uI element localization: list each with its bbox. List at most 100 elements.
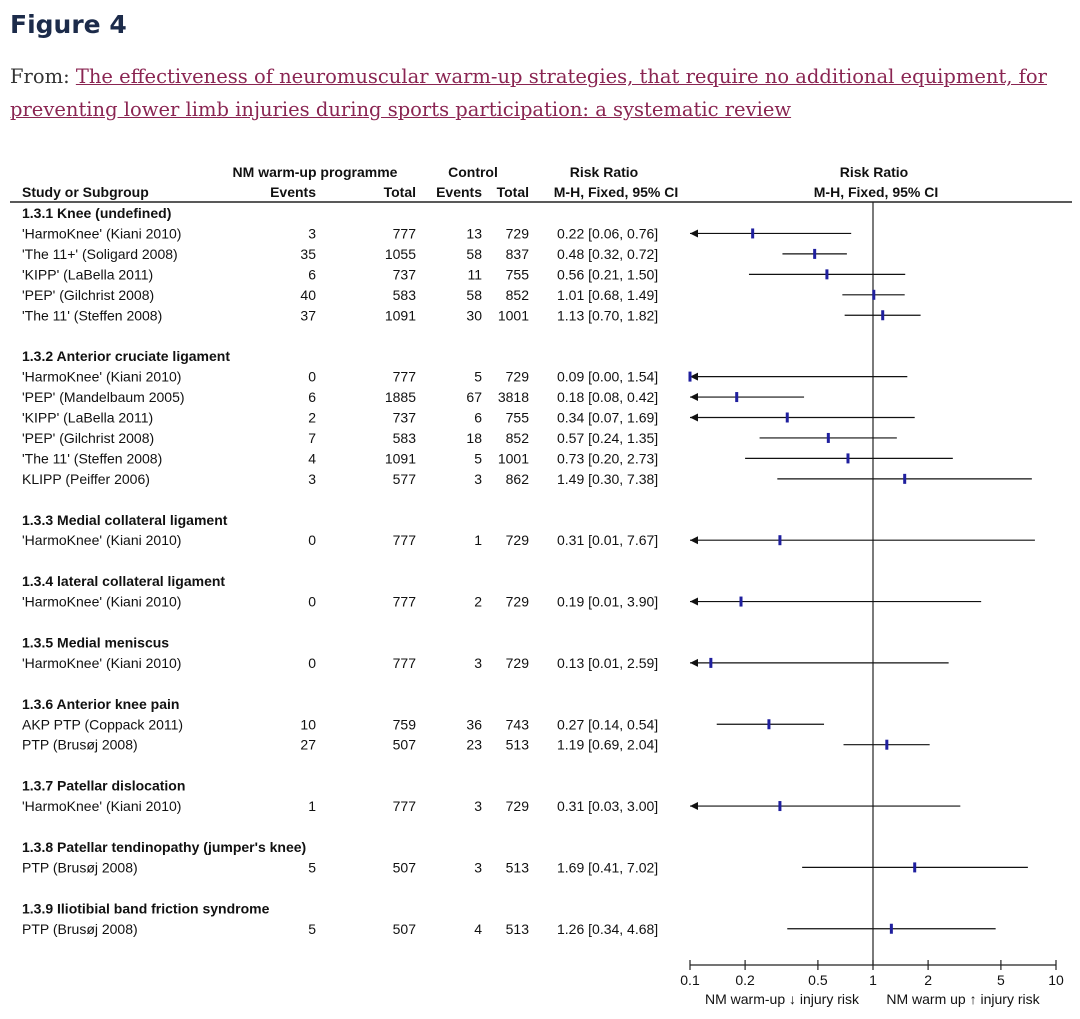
control-events: 23 <box>466 737 482 753</box>
point-estimate <box>688 371 692 382</box>
header-rr: Risk Ratio <box>570 164 638 180</box>
study-name: PTP (Brusøj 2008) <box>22 921 138 937</box>
nm-events: 10 <box>300 716 316 732</box>
article-link[interactable]: The effectiveness of neuromuscular warm-… <box>10 65 1047 121</box>
point-estimate <box>903 473 907 484</box>
nm-events: 40 <box>300 287 316 303</box>
ci-arrow-icon <box>690 597 698 606</box>
x-tick-label: 10 <box>1048 972 1064 988</box>
control-total: 513 <box>506 737 530 753</box>
study-name: 'KIPP' (LaBella 2011) <box>22 410 153 426</box>
nm-total: 1091 <box>385 450 416 466</box>
nm-total: 1091 <box>385 307 416 323</box>
control-events: 67 <box>466 389 482 405</box>
nm-total: 737 <box>393 410 417 426</box>
nm-total: 777 <box>393 594 417 610</box>
point-estimate <box>889 923 893 934</box>
point-estimate <box>735 392 739 403</box>
nm-events: 6 <box>308 266 316 282</box>
control-total: 1001 <box>498 450 529 466</box>
nm-events: 7 <box>308 430 316 446</box>
nm-total: 583 <box>393 430 417 446</box>
control-total: 837 <box>506 246 530 262</box>
subgroup-heading: 1.3.4 lateral collateral ligament <box>22 573 225 589</box>
ci-arrow-icon <box>690 413 698 422</box>
point-estimate <box>913 862 917 873</box>
control-total: 852 <box>506 287 530 303</box>
risk-ratio-text: 0.19 [0.01, 3.90] <box>557 594 658 610</box>
control-total: 729 <box>506 369 530 385</box>
header-events-1: Events <box>270 184 316 200</box>
risk-ratio-text: 1.13 [0.70, 1.82] <box>557 307 658 323</box>
x-label-right: NM warm up ↑ injury risk <box>886 991 1040 1007</box>
x-tick-label: 5 <box>997 972 1005 988</box>
x-tick-label: 0.5 <box>808 972 828 988</box>
nm-total: 583 <box>393 287 417 303</box>
subgroup-heading: 1.3.5 Medial meniscus <box>22 634 169 650</box>
control-total: 513 <box>506 921 530 937</box>
control-events: 2 <box>474 594 482 610</box>
nm-total: 737 <box>393 266 417 282</box>
control-events: 4 <box>474 921 482 937</box>
study-name: 'PEP' (Gilchrist 2008) <box>22 287 154 303</box>
header-rr-method: M-H, Fixed, 95% CI <box>554 184 678 200</box>
control-total: 1001 <box>498 307 529 323</box>
nm-events: 1 <box>308 798 316 814</box>
study-name: 'PEP' (Mandelbaum 2005) <box>22 389 185 405</box>
header-events-2: Events <box>436 184 482 200</box>
control-total: 852 <box>506 430 530 446</box>
nm-total: 507 <box>393 921 417 937</box>
point-estimate <box>785 412 789 423</box>
nm-events: 5 <box>308 859 316 875</box>
study-name: 'The 11' (Steffen 2008) <box>22 450 162 466</box>
study-name: PTP (Brusøj 2008) <box>22 859 138 875</box>
control-total: 729 <box>506 225 530 241</box>
risk-ratio-text: 0.31 [0.03, 3.00] <box>557 798 658 814</box>
ci-arrow-icon <box>690 393 698 402</box>
control-total: 729 <box>506 594 530 610</box>
nm-events: 4 <box>308 450 316 466</box>
control-events: 11 <box>467 266 482 282</box>
nm-total: 507 <box>393 859 417 875</box>
risk-ratio-text: 0.73 [0.20, 2.73] <box>557 450 658 466</box>
risk-ratio-text: 0.18 [0.08, 0.42] <box>557 389 658 405</box>
nm-total: 1055 <box>385 246 416 262</box>
control-events: 3 <box>474 471 482 487</box>
point-estimate <box>885 739 889 750</box>
control-total: 729 <box>506 532 530 548</box>
point-estimate <box>872 289 876 300</box>
subgroup-heading: 1.3.8 Patellar tendinopathy (jumper's kn… <box>22 839 306 855</box>
control-total: 729 <box>506 655 530 671</box>
risk-ratio-text: 1.19 [0.69, 2.04] <box>557 737 658 753</box>
x-tick-label: 2 <box>924 972 932 988</box>
subgroup-heading: 1.3.7 Patellar dislocation <box>22 778 185 794</box>
point-estimate <box>778 801 782 812</box>
point-estimate <box>709 657 713 668</box>
nm-events: 35 <box>300 246 316 262</box>
nm-total: 759 <box>393 716 417 732</box>
nm-events: 37 <box>300 307 316 323</box>
nm-total: 507 <box>393 737 417 753</box>
study-name: KLIPP (Peiffer 2006) <box>22 471 150 487</box>
nm-events: 6 <box>308 389 316 405</box>
header-study: Study or Subgroup <box>22 184 149 200</box>
study-name: 'HarmoKnee' (Kiani 2010) <box>22 594 181 610</box>
control-events: 6 <box>474 410 482 426</box>
control-events: 30 <box>466 307 482 323</box>
study-name: 'The 11' (Steffen 2008) <box>22 307 162 323</box>
header-group1: NM warm-up programme <box>233 164 398 180</box>
control-total: 729 <box>506 798 530 814</box>
study-name: 'HarmoKnee' (Kiani 2010) <box>22 225 181 241</box>
nm-events: 0 <box>308 532 316 548</box>
risk-ratio-text: 0.48 [0.32, 0.72] <box>557 246 658 262</box>
nm-events: 5 <box>308 921 316 937</box>
control-total: 755 <box>506 410 530 426</box>
point-estimate <box>751 228 755 239</box>
control-events: 18 <box>466 430 482 446</box>
nm-total: 777 <box>393 369 417 385</box>
ci-arrow-icon <box>690 802 698 811</box>
from-label: From: <box>10 65 70 88</box>
risk-ratio-text: 0.13 [0.01, 2.59] <box>557 655 658 671</box>
risk-ratio-text: 0.22 [0.06, 0.76] <box>557 225 658 241</box>
